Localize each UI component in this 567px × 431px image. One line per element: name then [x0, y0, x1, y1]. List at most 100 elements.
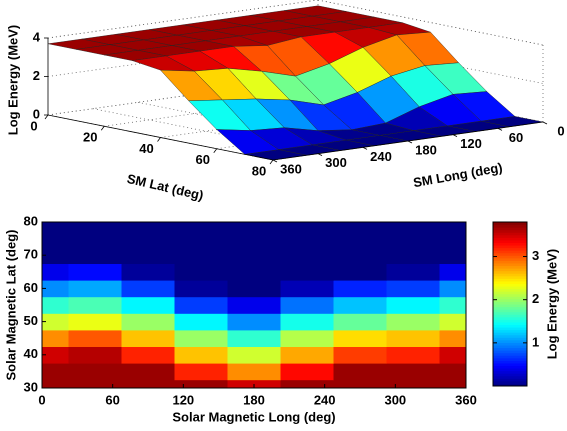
colorbar-swatch — [493, 324, 527, 328]
y-tick-label: 300 — [325, 155, 347, 170]
contour-cell — [121, 222, 175, 231]
contour-cell — [42, 379, 69, 388]
lat-axis-label: SM Lat (deg) — [126, 171, 205, 203]
y-tick-label: 360 — [280, 161, 302, 176]
colorbar-label: Log Energy (MeV) — [544, 249, 559, 360]
colorbar-swatch — [493, 329, 527, 333]
contour-cell — [386, 230, 440, 248]
colorbar-swatch — [493, 350, 527, 354]
y-tick — [407, 140, 413, 144]
contour-cell — [121, 296, 175, 314]
y-tick-label: 60 — [509, 130, 523, 145]
contour-cell — [174, 222, 228, 231]
contour-cell — [42, 246, 69, 264]
colorbar-swatch — [493, 288, 527, 292]
colorbar-swatch — [493, 260, 527, 264]
x-tick — [213, 148, 218, 153]
colorbar-swatch — [493, 234, 527, 238]
contour-cell — [42, 346, 69, 364]
colorbar-swatch — [493, 245, 527, 249]
contour-cell — [386, 346, 440, 364]
z-tick-label: 4 — [33, 29, 41, 44]
colorbar-swatch — [493, 332, 527, 336]
colorbar-swatch — [493, 339, 527, 343]
colorbar-swatch — [493, 242, 527, 246]
contour-cells — [42, 222, 466, 388]
contour-cell — [439, 230, 466, 248]
contour-cell — [386, 363, 440, 381]
x-tick — [100, 126, 105, 131]
x-tick-label: 80 — [252, 163, 266, 178]
y-tick-label: 50 — [24, 313, 38, 328]
y-tick-label: 0 — [557, 123, 564, 138]
colorbar-swatch — [493, 227, 527, 231]
contour-cell — [174, 246, 228, 264]
y-tick — [452, 134, 458, 138]
contour-cell — [68, 329, 122, 347]
colorbar-swatch — [493, 278, 527, 282]
x-tick-label: 20 — [83, 130, 97, 145]
contour-cell — [174, 280, 228, 298]
x-tick — [44, 114, 49, 120]
contour-cell — [439, 346, 466, 364]
x-tick-label: 40 — [139, 141, 153, 156]
contour-cell — [42, 363, 69, 381]
contour-cell — [227, 313, 281, 331]
colorbar-swatch — [493, 360, 527, 364]
contour-cell — [280, 263, 334, 281]
colorbar-swatch — [493, 357, 527, 361]
contour-cell — [68, 379, 122, 388]
contour-cell — [386, 329, 440, 347]
contour-cell — [68, 263, 122, 281]
contour-cell — [42, 296, 69, 314]
contour-cell — [439, 313, 466, 331]
colorbar-swatch — [493, 224, 527, 228]
colorbar-swatch — [493, 347, 527, 351]
contour-cell — [439, 379, 466, 388]
contour-cell — [68, 346, 122, 364]
contour-cell — [386, 246, 440, 264]
contour-cell — [68, 230, 122, 248]
contour-cell — [227, 296, 281, 314]
colorbar-swatch — [493, 263, 527, 267]
colorbar-swatch — [493, 247, 527, 251]
y-tick-label: 40 — [24, 346, 38, 361]
contour-cell — [333, 263, 387, 281]
colorbar-swatch — [493, 273, 527, 277]
contour-cell — [227, 263, 281, 281]
grid-line — [47, 0, 319, 39]
contour-plot: 0 60 120 180 240 300 360 30 40 50 60 70 80 1 2 3 — [24, 213, 540, 407]
x-tick-label: 60 — [105, 392, 119, 407]
contour-cell — [280, 280, 334, 298]
contour-cell — [333, 230, 387, 248]
colorbar-frame — [492, 221, 528, 387]
colorbar-swatch — [493, 301, 527, 305]
colorbar-swatch — [493, 252, 527, 256]
contour-cell — [121, 313, 175, 331]
colorbar-swatch — [493, 373, 527, 377]
contour-cell — [227, 346, 281, 364]
y-tick — [542, 121, 548, 125]
long-axis-label: SM Long (deg) — [412, 160, 503, 190]
x-tick-label: 300 — [384, 392, 406, 407]
y-tick-label: 70 — [24, 247, 38, 262]
colorbar-swatch — [493, 283, 527, 287]
x-tick-label: 120 — [172, 392, 194, 407]
colorbar-swatch — [493, 319, 527, 323]
colorbar-swatch — [493, 265, 527, 269]
y-tick — [497, 127, 503, 131]
contour-cell — [174, 313, 228, 331]
contour-cell — [280, 329, 334, 347]
y-tick-label: 240 — [370, 149, 392, 164]
contour-cell — [68, 296, 122, 314]
contour-cell — [333, 246, 387, 264]
x-tick — [269, 159, 274, 165]
y-tick — [272, 159, 278, 163]
y-tick-label: 30 — [24, 379, 38, 394]
colorbar-tick-label: 3 — [532, 248, 539, 263]
contour-cell — [42, 313, 69, 331]
contour-cell — [227, 222, 281, 231]
contour-cell — [439, 263, 466, 281]
colorbar-swatch — [493, 365, 527, 369]
